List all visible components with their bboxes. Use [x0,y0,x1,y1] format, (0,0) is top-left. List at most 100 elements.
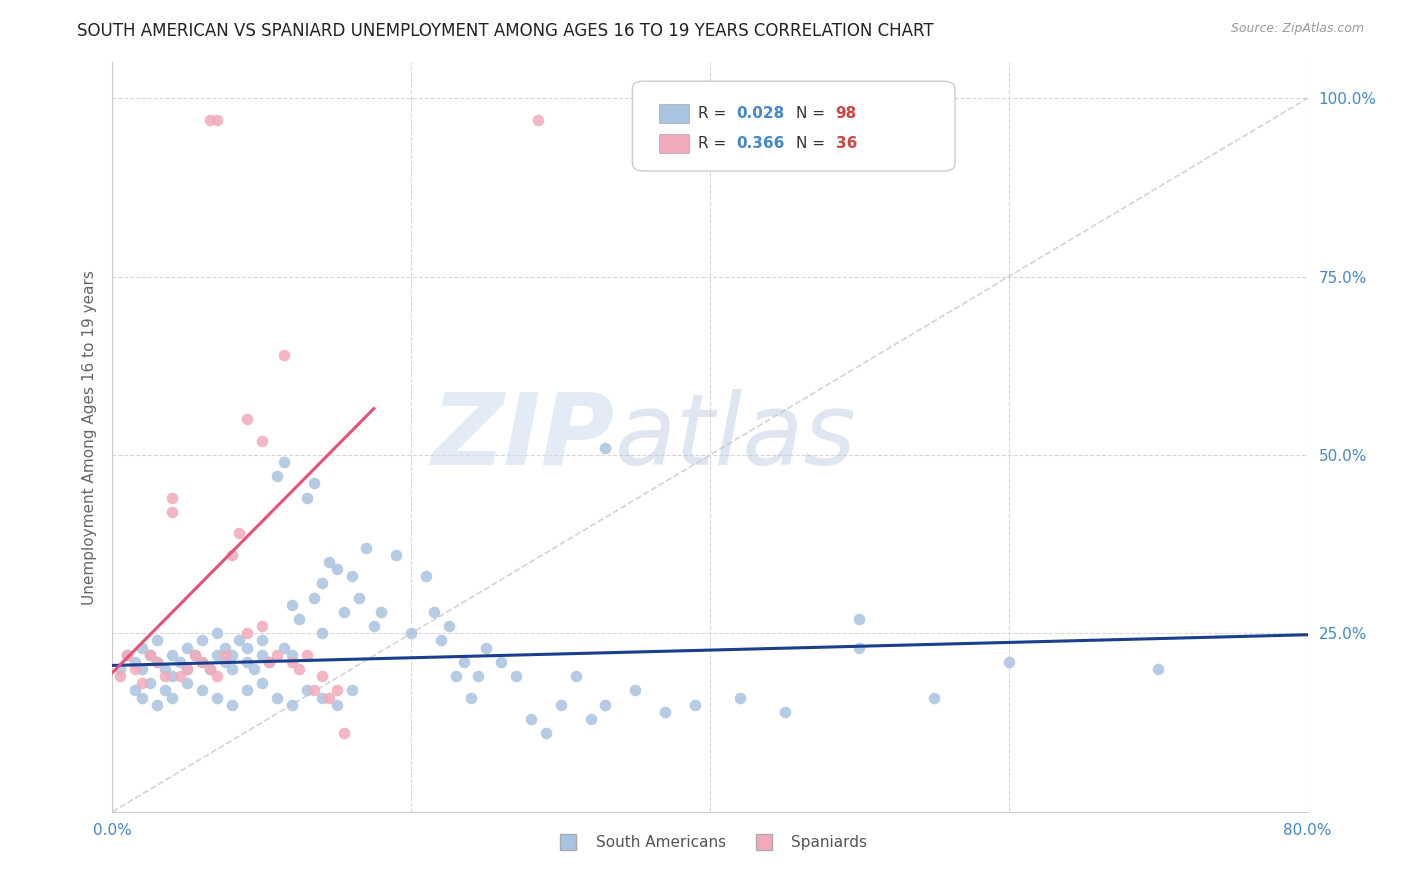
Point [146,655,169,669]
Point [146,698,169,712]
Point [250,676,273,690]
Point [520,712,543,726]
Legend: South Americans, Spaniards: South Americans, Spaniards [547,830,873,856]
Point [624,683,647,698]
Point [281,598,304,612]
Point [153,662,176,676]
Point [302,591,325,605]
Point [259,655,281,669]
Point [131,640,153,655]
Point [162,669,183,683]
Point [205,626,228,640]
Point [281,655,304,669]
Point [340,569,363,583]
Point [221,662,243,676]
Point [250,434,273,448]
Text: 0.028: 0.028 [737,106,785,121]
Text: ZIP: ZIP [432,389,614,485]
Point [595,441,617,455]
Point [437,619,460,633]
Point [311,576,333,591]
Point [153,683,176,698]
Point [214,655,236,669]
Point [273,348,295,362]
Text: 0.366: 0.366 [737,136,785,151]
Text: N =: N = [796,136,830,151]
Point [460,690,482,705]
Point [422,605,444,619]
Point [288,662,311,676]
Point [176,640,198,655]
Point [370,605,392,619]
Point [430,633,453,648]
Point [302,476,325,491]
Point [295,648,318,662]
Point [236,655,259,669]
Point [550,698,572,712]
Point [191,683,214,698]
Y-axis label: Unemployment Among Ages 16 to 19 years: Unemployment Among Ages 16 to 19 years [82,269,97,605]
Point [595,698,617,712]
FancyBboxPatch shape [633,81,955,171]
Point [683,698,706,712]
Point [318,555,340,569]
Point [340,683,363,698]
Point [162,491,183,505]
Point [205,669,228,683]
Point [356,541,378,555]
Point [131,676,153,690]
Point [198,112,221,127]
Point [124,683,146,698]
Point [236,626,259,640]
Point [654,705,676,719]
Point [176,676,198,690]
Point [281,648,304,662]
Point [325,683,347,698]
Point [191,633,214,648]
Point [1147,662,1170,676]
Text: 36: 36 [835,136,856,151]
Point [191,655,214,669]
Point [117,648,139,662]
Point [146,633,169,648]
Point [139,648,162,662]
Point [205,690,228,705]
Point [295,683,318,698]
Point [415,569,437,583]
Point [848,612,870,626]
Point [266,469,288,483]
Point [311,626,333,640]
Point [162,690,183,705]
Point [108,662,131,676]
Point [205,112,228,127]
Point [198,662,221,676]
Point [169,669,191,683]
Point [273,455,295,469]
Point [922,690,945,705]
Point [273,640,295,655]
Point [302,683,325,698]
Point [266,690,288,705]
Point [205,648,228,662]
Point [259,655,281,669]
Bar [658,135,689,153]
Point [401,626,423,640]
Text: R =: R = [699,136,731,151]
Point [236,683,259,698]
Point [444,669,467,683]
Point [505,669,527,683]
Point [228,526,250,541]
Point [281,698,304,712]
Point [250,619,273,633]
Point [183,648,205,662]
Point [333,605,356,619]
Point [318,690,340,705]
Point [311,669,333,683]
Point [288,612,311,626]
Bar [658,104,689,123]
Point [162,505,183,519]
Point [191,655,214,669]
Point [453,655,475,669]
Point [728,690,751,705]
Point [236,412,259,426]
